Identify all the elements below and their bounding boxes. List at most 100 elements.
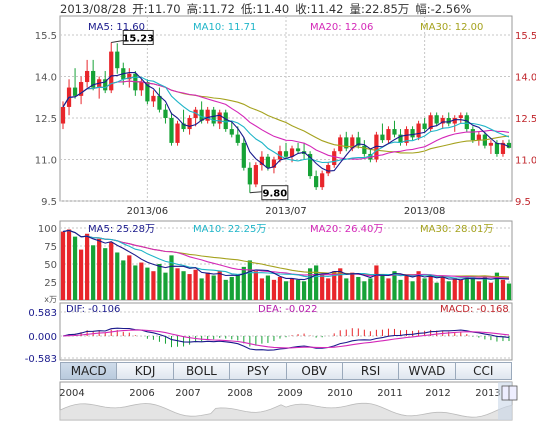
ma5-line <box>62 72 510 172</box>
candle-body <box>91 70 96 88</box>
volume-bar <box>133 265 138 300</box>
tab-macd[interactable]: MACD <box>60 362 118 380</box>
candle-body <box>440 118 445 124</box>
navigator-year-label: 2011 <box>377 388 402 399</box>
price-x-tick: 2013/06 <box>127 206 169 217</box>
candle-body <box>392 129 397 135</box>
volume-bar <box>103 248 108 300</box>
candle-body <box>476 134 481 141</box>
volume-bar <box>60 231 66 300</box>
candle-body <box>187 118 192 130</box>
volume-bar <box>91 245 96 300</box>
price-x-tick: 2013/07 <box>265 206 307 217</box>
candle-body <box>253 165 258 185</box>
volume-bar <box>440 276 445 300</box>
volume-bar <box>85 233 90 300</box>
quote-header: 2013/08/28 开:11.70 高:11.72 低:11.40 收:11.42 量:… <box>60 1 477 17</box>
tab-rsi[interactable]: RSI <box>342 362 400 380</box>
volume-bar <box>229 276 234 300</box>
navigator-area <box>59 402 513 421</box>
tab-wvad[interactable]: WVAD <box>399 362 456 380</box>
candle-body <box>151 95 156 102</box>
volume-bar <box>314 265 319 300</box>
navigator-year-label: 2007 <box>175 388 200 399</box>
volume-bar <box>338 268 343 300</box>
price-tick-right: 9.5 <box>515 197 531 208</box>
volume-bar <box>476 281 481 300</box>
price-x-tick: 2013/08 <box>404 206 446 217</box>
high-annotation-box <box>122 29 154 45</box>
tab-boll[interactable]: BOLL <box>173 362 231 380</box>
candle-body <box>247 167 252 185</box>
candle-body <box>265 156 271 168</box>
candle-body <box>175 123 180 143</box>
tab-obv[interactable]: OBV <box>286 362 343 380</box>
volume-bar <box>307 268 313 300</box>
volume-bar <box>115 252 120 300</box>
low-annotation-box <box>261 185 289 201</box>
tab-kdj[interactable]: KDJ <box>117 362 174 380</box>
volume-bar <box>109 242 114 300</box>
tab-psy[interactable]: PSY <box>230 362 287 380</box>
volume-bar <box>488 282 494 300</box>
navigator-handle-right[interactable] <box>508 385 518 401</box>
candle-body <box>295 148 301 152</box>
price-tick-right: 12.5 <box>515 114 536 125</box>
navigator-year-label: 2008 <box>227 388 252 399</box>
high-annotation-pointer <box>111 39 124 43</box>
volume-ma5-line <box>62 229 510 281</box>
quote-close: 收:11.42 <box>295 2 344 16</box>
candle-body <box>217 112 222 124</box>
candle-body <box>416 123 421 138</box>
candle-body <box>404 129 409 143</box>
volume-bar <box>72 236 78 300</box>
candle-body <box>199 109 204 121</box>
volume-bar <box>223 279 228 300</box>
volume-bar <box>78 249 84 300</box>
volume-bar <box>205 272 210 300</box>
volume-bar <box>199 278 204 300</box>
volume-ma-legend: MA30: 28.01万 <box>420 224 493 235</box>
volume-bar <box>193 269 198 300</box>
volume-tick: 75 <box>44 242 57 253</box>
volume-bar <box>145 267 150 300</box>
candle-body <box>428 115 433 130</box>
volume-bar <box>350 272 355 300</box>
volume-bar <box>320 274 325 300</box>
volume-bar <box>470 278 475 300</box>
macd-legend: MACD: -0.168 <box>440 304 509 315</box>
volume-bar <box>271 279 277 300</box>
quote-high: 高:11.72 <box>186 2 235 16</box>
quote-open: 开:11.70 <box>132 2 181 16</box>
quote-low: 低:11.40 <box>240 2 290 16</box>
macd-legend: DEA: -0.022 <box>258 304 317 315</box>
volume-bar <box>181 271 186 300</box>
candle-body <box>85 70 90 83</box>
price-ma-legend: MA20: 12.06 <box>310 22 373 33</box>
navigator-year-label: 2010 <box>327 388 352 399</box>
candle-body <box>398 134 403 143</box>
price-ma-legend: MA10: 11.71 <box>193 22 256 33</box>
candle-body <box>145 82 150 102</box>
volume-bar <box>326 278 331 300</box>
candle-body <box>289 148 295 157</box>
volume-ma-legend: MA20: 26.40万 <box>310 224 383 235</box>
candle-body <box>434 115 439 124</box>
volume-ma10-line <box>62 229 510 280</box>
candle-body <box>241 142 246 168</box>
candle-body <box>205 109 210 121</box>
candle-body <box>368 153 373 160</box>
volume-bar <box>386 278 391 300</box>
volume-bar <box>458 279 463 300</box>
volume-bar <box>392 271 397 300</box>
price-tick-right: 14.0 <box>515 73 536 84</box>
volume-unit-label: x万 <box>44 295 57 304</box>
volume-bar <box>121 260 126 300</box>
high-annotation-label: 15.23 <box>122 33 154 44</box>
candle-body <box>356 137 361 146</box>
price-tick-left: 15.5 <box>35 31 57 42</box>
navigator-year-label: 2006 <box>129 388 154 399</box>
tab-cci[interactable]: CCI <box>455 362 512 380</box>
volume-bar <box>66 229 72 300</box>
